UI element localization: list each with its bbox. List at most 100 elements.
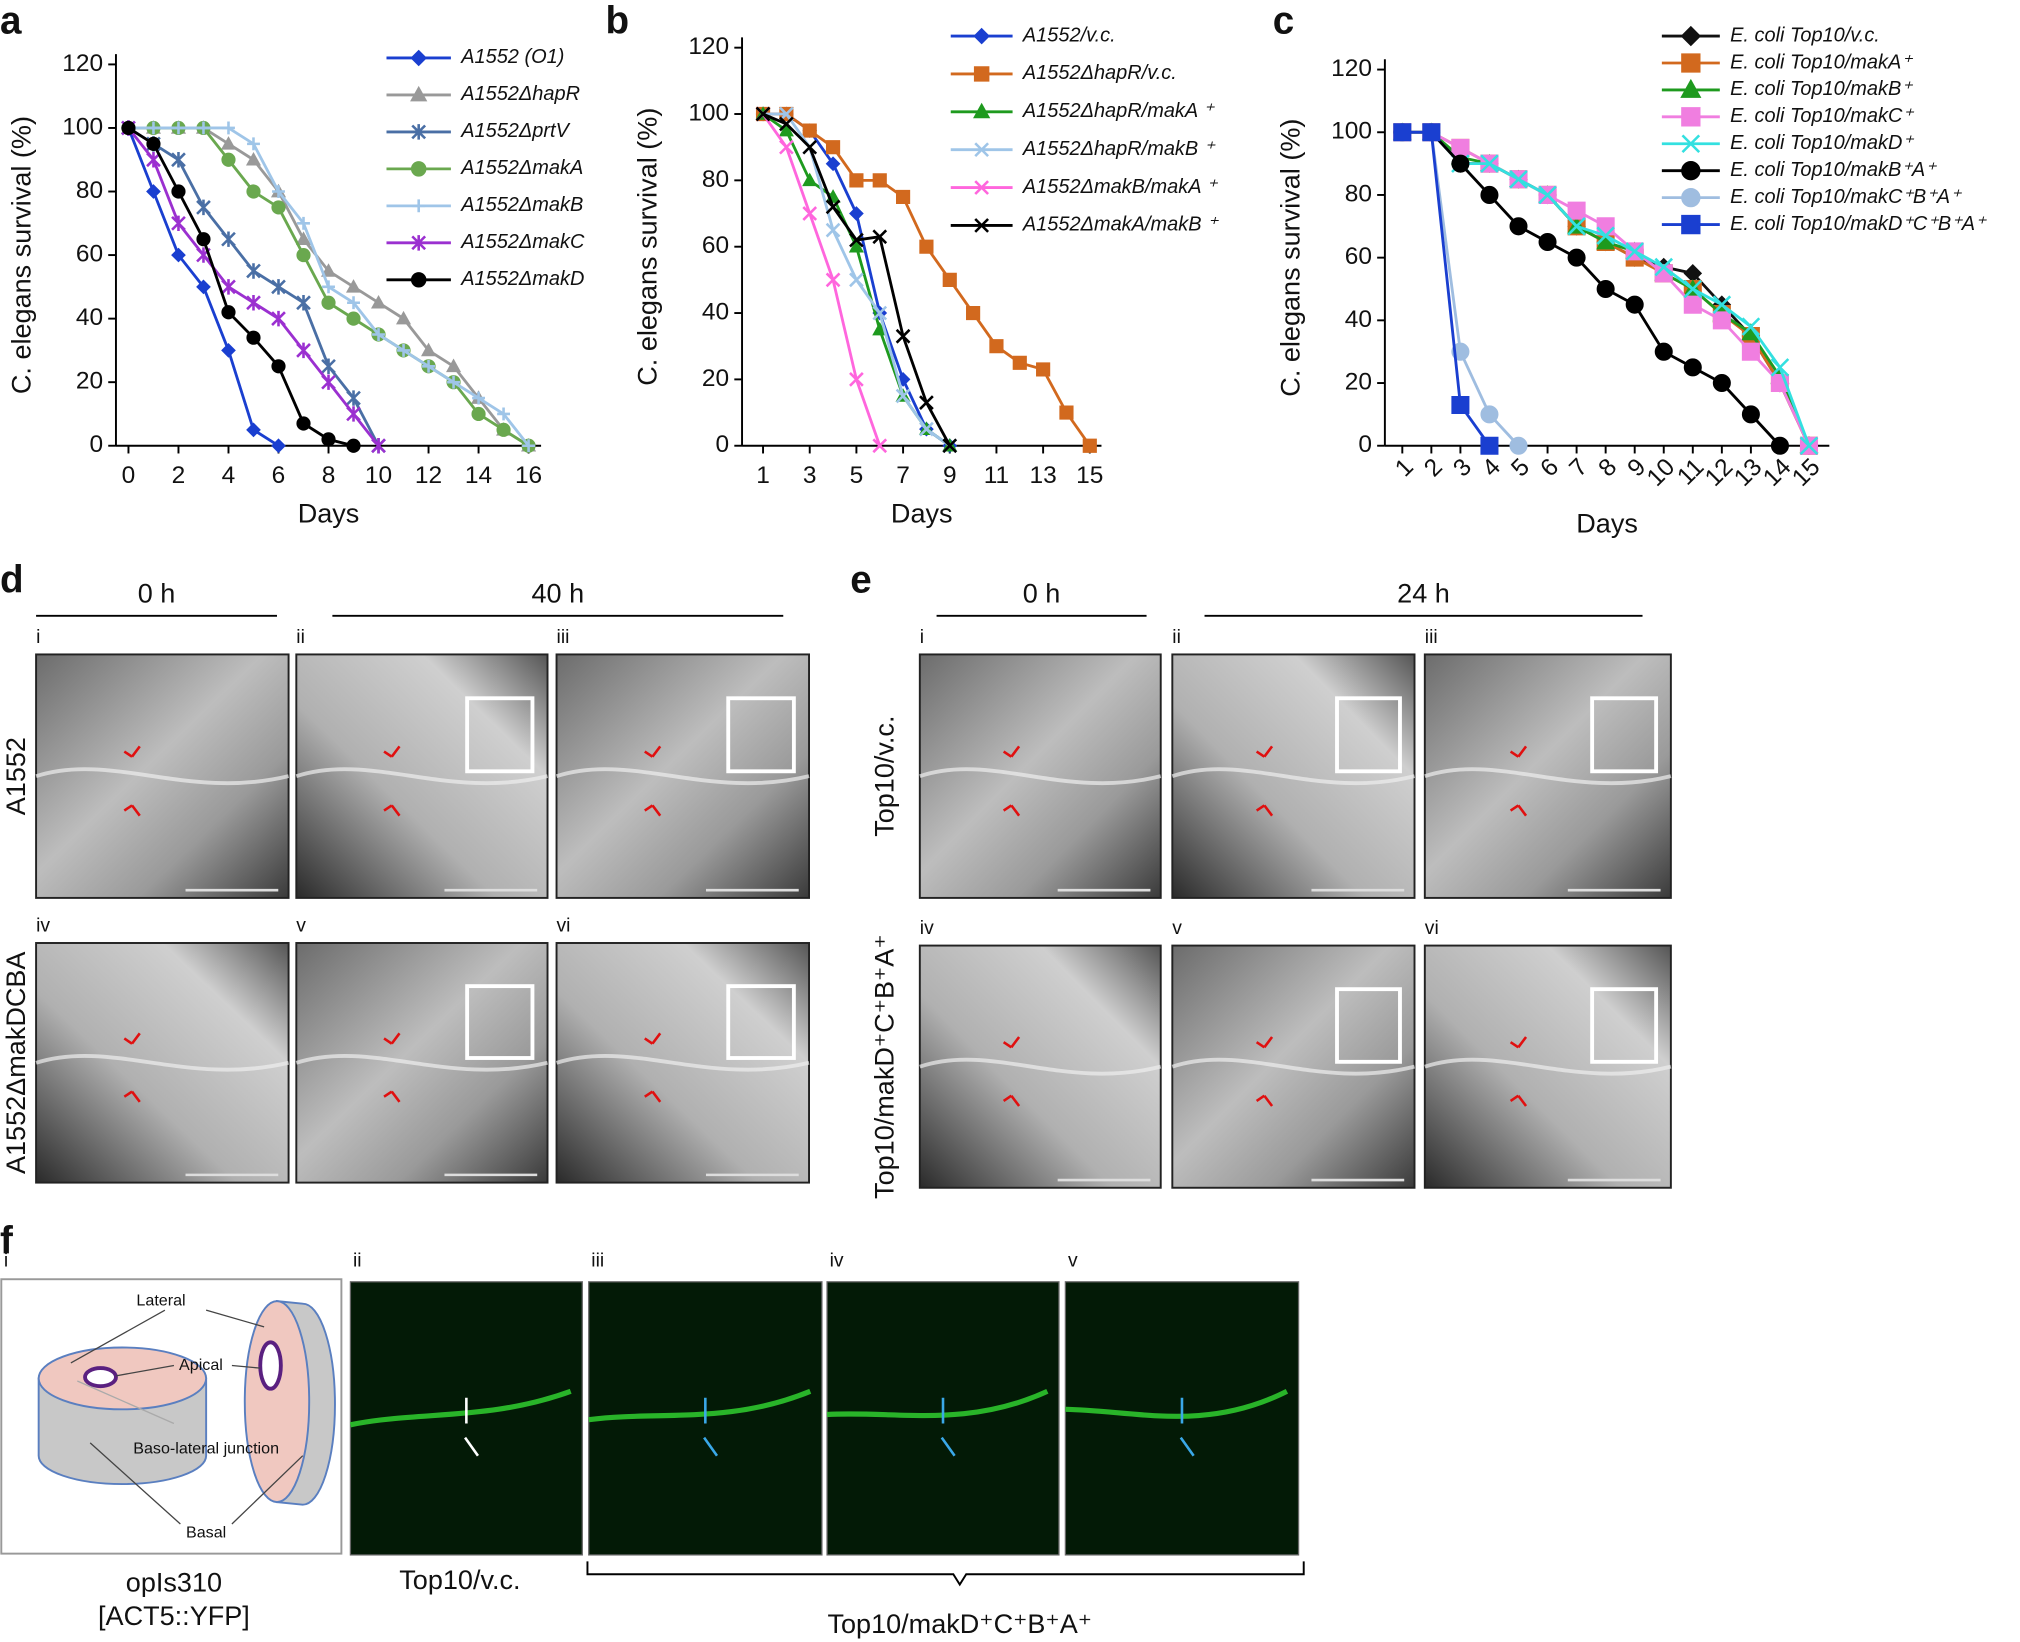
data-point: [1059, 405, 1074, 420]
roi-box: [1590, 987, 1659, 1064]
arrow: [383, 1032, 401, 1103]
data-point: [1770, 358, 1790, 377]
data-point: [1683, 295, 1702, 314]
data-point: [296, 342, 311, 359]
data-point: [370, 294, 387, 309]
intestine: [919, 1057, 1162, 1076]
data-point: [346, 390, 361, 406]
data-point: [147, 121, 160, 135]
data-point: [346, 438, 361, 453]
data-point: [197, 121, 210, 135]
intestine: [1171, 767, 1415, 786]
data-point: [1596, 217, 1615, 236]
data-point: [321, 295, 336, 310]
arrow: [123, 745, 141, 817]
data-point: [1596, 226, 1615, 245]
data-point: [919, 239, 934, 254]
data-point: [849, 372, 864, 387]
caption: Top10/makD⁺C⁺B⁺A⁺: [827, 1609, 1092, 1639]
legend-label: E. coli Top10/makC⁺B⁺A⁺: [1730, 186, 1962, 208]
data-point: [322, 280, 335, 294]
data-point: [421, 342, 437, 357]
intestine: [295, 1054, 548, 1072]
arrow: [940, 1397, 956, 1457]
y-tick-label: 80: [76, 177, 103, 204]
data-point: [146, 136, 161, 151]
legend-label: A1552ΔmakC: [460, 231, 585, 253]
data-point: [1567, 217, 1586, 236]
arrow: [1255, 1036, 1274, 1107]
data-point: [825, 140, 841, 155]
data-point: [196, 279, 211, 295]
x-tick-label: 3: [803, 462, 817, 489]
x-tick-label: 11: [984, 462, 1009, 489]
legend-label: E. coli Top10/makC⁺: [1730, 105, 1914, 127]
data-point: [246, 422, 261, 438]
data-point: [346, 311, 361, 326]
data-point: [1741, 342, 1760, 361]
diagram-label: Basal: [186, 1523, 226, 1541]
arrow: [383, 745, 401, 817]
arrow: [1002, 745, 1021, 817]
x-tick-label: 0: [122, 462, 136, 489]
data-point: [825, 272, 841, 288]
data-point: [321, 358, 336, 375]
cell-diagram: [0, 1278, 343, 1555]
x-tick-label: 1: [756, 462, 770, 489]
data-point: [346, 406, 361, 422]
data-point: [422, 359, 435, 373]
arrow: [644, 1032, 662, 1103]
intestine: [35, 767, 290, 786]
roi-box: [1335, 987, 1402, 1064]
row-label: A1552ΔmakDCBA: [1, 952, 31, 1175]
panel-label: e: [850, 558, 871, 601]
data-point: [895, 388, 911, 404]
data-point: [447, 375, 460, 389]
y-tick-label: 100: [62, 113, 103, 140]
data-point: [1567, 248, 1586, 267]
legend-label: A1552ΔhapR/makB ⁺: [1022, 138, 1216, 160]
intestine: [555, 1054, 810, 1072]
series-line: [127, 127, 380, 447]
legend-label: E. coli Top10/makA⁺: [1730, 51, 1913, 73]
x-tick-label: 15: [1076, 462, 1103, 489]
x-axis-label: Days: [1576, 509, 1638, 539]
y-axis-label: C. elegans survival (%): [632, 108, 662, 386]
data-point: [221, 152, 236, 167]
legend-marker: [973, 66, 990, 82]
y-tick-label: 40: [1345, 306, 1372, 333]
data-point: [221, 231, 236, 247]
data-point: [872, 438, 888, 454]
intestine: [1424, 767, 1672, 786]
data-point: [802, 206, 818, 221]
legend-label: A1552ΔmakD: [460, 268, 584, 290]
data-point: [1451, 154, 1470, 173]
data-point: [171, 247, 186, 263]
x-tick-label: 2: [172, 462, 186, 489]
x-tick-label: 6: [1535, 453, 1564, 482]
y-tick-label: 60: [702, 232, 729, 259]
data-point: [1451, 138, 1470, 157]
x-tick-label: 14: [465, 462, 492, 489]
panel-label: d: [0, 558, 24, 601]
intestine: [295, 767, 548, 786]
data-point: [345, 279, 362, 293]
data-point: [271, 279, 286, 295]
row-label: A1552: [1, 737, 31, 815]
legend-label: A1552ΔmakB: [460, 194, 583, 216]
legend-label: A1552ΔhapR: [460, 83, 580, 105]
data-point: [1625, 295, 1644, 314]
data-point: [1480, 405, 1499, 424]
data-point: [778, 122, 794, 137]
legend-label: A1552ΔprtV: [460, 120, 570, 142]
x-tick-label: 3: [1448, 453, 1477, 482]
subpanel-label: iv: [36, 915, 50, 936]
data-point: [942, 272, 957, 287]
data-point: [779, 139, 794, 155]
y-axis-label: C. elegans survival (%): [1275, 119, 1305, 397]
y-tick-label: 100: [688, 99, 729, 126]
data-point: [1480, 154, 1499, 173]
panel-label: c: [1273, 0, 1294, 42]
series-line: [1402, 130, 1491, 447]
